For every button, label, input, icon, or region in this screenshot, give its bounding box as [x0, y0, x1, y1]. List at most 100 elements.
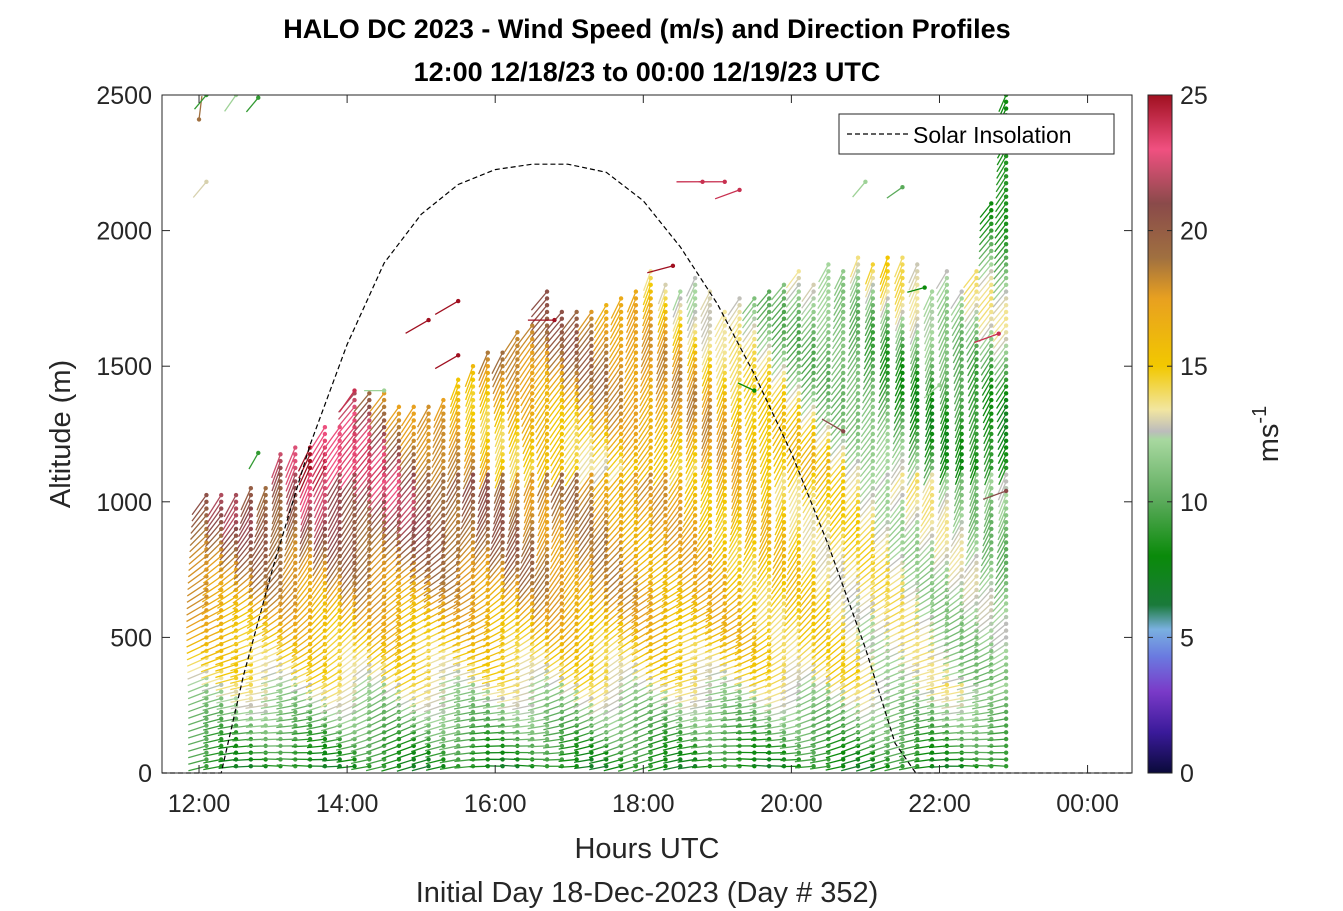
- wind-barb-shaft: [438, 677, 459, 685]
- wind-barb-shaft: [716, 372, 726, 393]
- wind-barb-point: [633, 397, 639, 403]
- wind-barb-shaft: [186, 602, 207, 616]
- wind-barb-point: [396, 404, 402, 410]
- wind-barb-point: [455, 452, 461, 457]
- wind-barb-shaft: [716, 447, 726, 470]
- wind-barb-shaft: [231, 616, 252, 628]
- wind-barb-point: [589, 458, 594, 464]
- wind-barb-point: [485, 621, 491, 627]
- wind-barb-point: [663, 519, 668, 525]
- wind-barb-point: [722, 540, 727, 545]
- wind-barb-shaft: [770, 576, 785, 595]
- wind-barb-shaft: [559, 643, 578, 660]
- wind-barb-shaft: [755, 575, 770, 594]
- wind-barb-shaft: [462, 467, 474, 490]
- wind-barb-shaft: [625, 325, 637, 347]
- wind-barb-shaft: [756, 365, 770, 385]
- wind-barb-point: [470, 364, 476, 369]
- wind-barb-shaft: [397, 494, 415, 515]
- wind-barb-shaft: [336, 691, 355, 703]
- wind-barb-point: [293, 479, 298, 484]
- wind-barb-point: [367, 438, 372, 443]
- wind-barb-point: [752, 343, 757, 349]
- wind-barb-point: [544, 458, 550, 464]
- wind-barb-shaft: [715, 345, 726, 365]
- wind-barb-point: [322, 655, 328, 660]
- wind-barb-shaft: [532, 576, 548, 596]
- wind-barb-point: [559, 499, 565, 504]
- wind-barb-shaft: [464, 406, 474, 428]
- wind-barb-shaft: [383, 440, 400, 460]
- wind-barb-point: [352, 682, 357, 688]
- wind-barb-shaft: [353, 399, 370, 420]
- wind-barb-shaft: [528, 657, 548, 669]
- wind-barb-point: [796, 425, 801, 430]
- wind-barb-point: [648, 499, 653, 504]
- wind-barb-shaft: [396, 738, 414, 747]
- wind-barb-point: [441, 411, 446, 416]
- wind-barb-shaft: [730, 393, 741, 414]
- wind-barb-shaft: [326, 535, 341, 558]
- wind-barb-shaft: [509, 467, 519, 488]
- wind-barb-shaft: [690, 657, 711, 665]
- wind-barb-shaft: [766, 643, 785, 658]
- wind-barb-point: [589, 764, 594, 769]
- wind-barb-shaft: [632, 575, 652, 591]
- wind-barb-shaft: [701, 325, 711, 345]
- wind-barb-point: [737, 309, 742, 315]
- wind-barb-point: [604, 682, 609, 688]
- wind-barb-shaft: [550, 454, 563, 474]
- wind-barb-shaft: [518, 555, 533, 577]
- wind-barb-shaft: [589, 643, 607, 659]
- wind-barb-shaft: [380, 670, 400, 684]
- wind-barb-shaft: [574, 643, 592, 659]
- wind-barb-shaft: [617, 582, 637, 599]
- wind-barb-shaft: [575, 616, 592, 634]
- wind-barb-point: [766, 445, 772, 450]
- wind-barb-point: [307, 723, 313, 728]
- wind-barb-shaft: [716, 393, 726, 414]
- wind-barb-shaft: [563, 433, 578, 452]
- wind-barb-shaft: [507, 399, 519, 421]
- wind-barb-point: [574, 587, 579, 593]
- wind-barb-shaft: [518, 345, 533, 365]
- wind-barb-shaft: [354, 528, 370, 548]
- wind-barb-shaft: [249, 555, 267, 576]
- wind-barb-point: [663, 411, 668, 416]
- wind-barb-shaft: [588, 718, 607, 728]
- wind-barb-point: [219, 499, 224, 504]
- wind-barb-shaft: [264, 575, 281, 595]
- wind-barb-shaft: [743, 365, 755, 385]
- wind-barb-shaft: [623, 372, 637, 393]
- wind-barb-shaft: [771, 562, 785, 582]
- wind-barb-point: [515, 445, 520, 450]
- wind-barb-point: [648, 357, 653, 362]
- wind-barb-shaft: [476, 508, 489, 531]
- wind-barb-shaft: [531, 603, 548, 621]
- wind-barb-point: [781, 452, 787, 457]
- wind-barb-shaft: [416, 420, 430, 441]
- wind-barb-shaft: [523, 501, 533, 524]
- wind-barb-shaft: [757, 386, 770, 406]
- wind-barb-shaft: [720, 724, 740, 728]
- wind-barb-shaft: [381, 724, 400, 734]
- wind-barb-shaft: [534, 386, 548, 406]
- wind-barb-point: [574, 370, 579, 376]
- wind-barb-point: [796, 302, 801, 308]
- wind-barb-shaft: [340, 481, 356, 503]
- wind-barb-shaft: [590, 630, 607, 646]
- wind-barb-shaft: [751, 758, 770, 761]
- wind-barb-shaft: [602, 738, 622, 747]
- wind-barb-shaft: [236, 528, 252, 550]
- wind-barb-shaft: [752, 623, 770, 638]
- wind-barb-point: [396, 465, 402, 471]
- wind-barb-point: [322, 743, 328, 749]
- wind-barb-point: [515, 465, 520, 471]
- wind-barb-shaft: [300, 501, 311, 526]
- wind-barb-shaft: [672, 332, 681, 354]
- wind-barb-shaft: [731, 481, 741, 503]
- wind-barb-point: [544, 526, 550, 532]
- wind-barb-shaft: [454, 745, 474, 749]
- wind-barb-shaft: [602, 745, 622, 753]
- wind-barb-shaft: [438, 582, 459, 597]
